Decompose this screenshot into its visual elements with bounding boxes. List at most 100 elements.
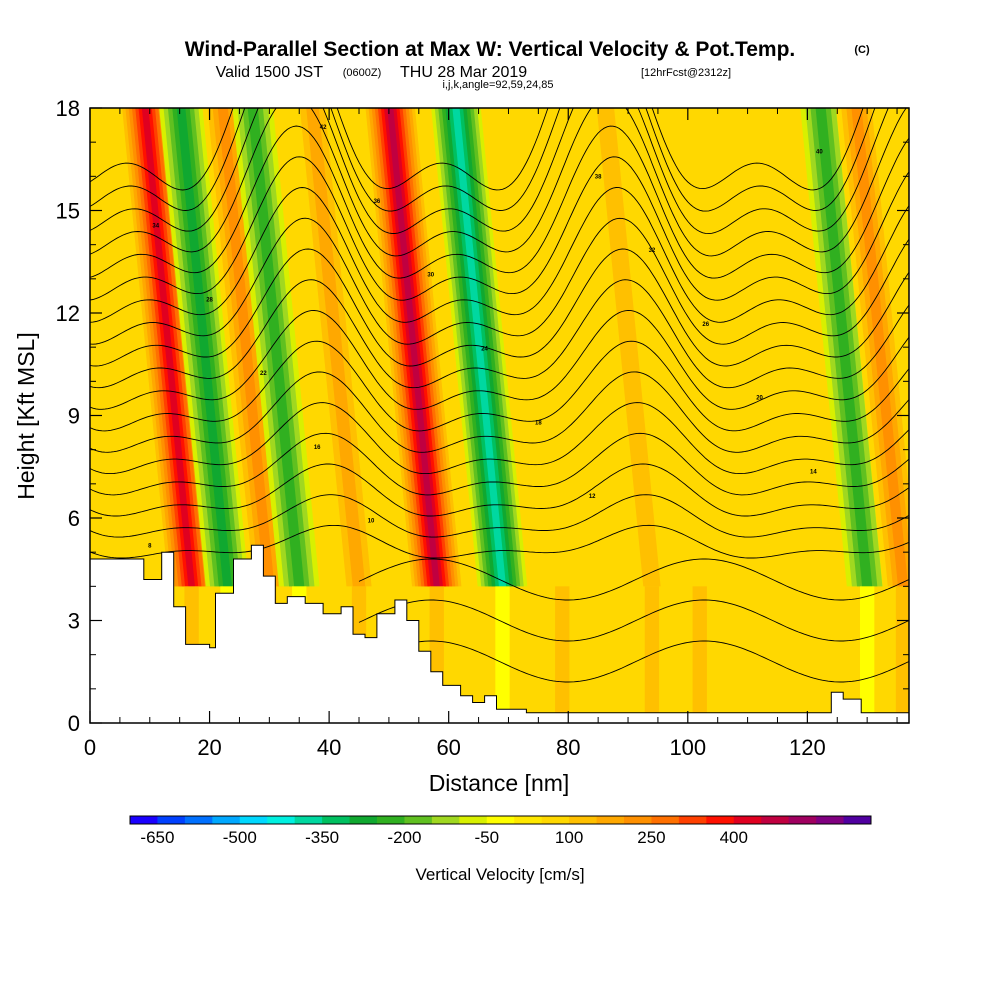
lower-isentrope-0: [358, 640, 909, 683]
y-tick-label: 3: [68, 609, 80, 634]
title-unit: (C): [854, 44, 870, 56]
x-tick-label: 20: [197, 735, 221, 760]
w-cell-1-level-5: [176, 108, 232, 587]
isentrope-label: 18: [535, 420, 542, 426]
isentrope-label: 14: [810, 470, 817, 476]
w-cell-6-level-7: [452, 108, 507, 587]
colorbar-swatch: [596, 816, 625, 824]
isentrope-2: [90, 463, 909, 517]
w-cell-4-level-3: [306, 108, 366, 587]
colorbar-swatch: [514, 816, 543, 824]
colorbar-label: Vertical Velocity [cm/s]: [415, 865, 584, 884]
isentrope-label: 42: [320, 125, 327, 131]
isentrope-8: [90, 279, 909, 389]
colorbar-swatch: [651, 816, 680, 824]
isentrope-label: 34: [152, 224, 159, 230]
isentrope-10: [90, 217, 909, 345]
isentrope-label: 20: [756, 396, 763, 402]
colorbar-swatch: [184, 816, 213, 824]
colorbar-tick-label: -200: [387, 828, 421, 847]
y-tick-label: 18: [56, 96, 80, 121]
chart-title: Wind-Parallel Section at Max W: Vertical…: [185, 38, 796, 61]
y-axis-label: Height [Kft MSL]: [13, 332, 39, 499]
x-tick-label: 120: [789, 735, 826, 760]
w-cell-9-lower: [692, 586, 707, 723]
colorbar-swatch: [404, 816, 433, 824]
isentrope-16: [90, 108, 876, 212]
isentrope-label: 12: [589, 494, 596, 500]
y-tick-label: 9: [68, 404, 80, 429]
colorbar-swatch: [212, 816, 241, 824]
forecast-label: [12hrFcst@2312z]: [641, 67, 731, 79]
isentrope-15: [90, 108, 889, 235]
y-tick-label: 0: [68, 711, 80, 736]
valid-prefix: Valid 1500 JST: [216, 64, 324, 81]
colorbar-swatch: [486, 816, 515, 824]
y-tick-label: 15: [56, 199, 80, 224]
isentrope-4: [90, 402, 909, 475]
isentrope-7: [90, 309, 909, 410]
colorbar-swatch: [624, 816, 652, 824]
y-tick-label: 6: [68, 506, 80, 531]
colorbar-tick-label: 400: [720, 828, 748, 847]
isentrope-label: 40: [816, 150, 823, 156]
x-tick-label: 40: [317, 735, 341, 760]
isentrope-label: 28: [206, 297, 213, 303]
isentrope-12: [90, 156, 909, 301]
colorbar-tick-label: -500: [223, 828, 257, 847]
w-cell-8-level-2: [596, 108, 661, 587]
w-cell-9-level-1: [637, 108, 716, 587]
isentrope-13: [90, 125, 909, 279]
colorbar-swatch: [733, 816, 762, 824]
colorbar-swatch: [267, 816, 296, 824]
lower-isentrope-2: [358, 558, 909, 601]
valid-zulu: (0600Z): [343, 67, 382, 79]
isentrope-label: 26: [702, 322, 709, 328]
colorbar-frame: [129, 815, 872, 825]
w-cell-10-lower: [859, 586, 875, 723]
colorbar-swatch: [678, 816, 707, 824]
colorbar-tick-label: -50: [474, 828, 499, 847]
isentrope-3: [90, 432, 909, 496]
isentrope-label: 10: [368, 519, 375, 525]
colorbar-swatch: [431, 816, 460, 824]
colorbar: -650 -500 -350 -200 -50 100 250 400: [129, 815, 872, 847]
colorbar-swatch: [788, 816, 817, 824]
colorbar-swatch: [816, 816, 845, 824]
colorbar-swatch: [541, 816, 570, 824]
colorbar-swatch: [130, 816, 158, 824]
isentrope-0: [90, 524, 909, 559]
isentrope-14: [90, 108, 907, 257]
isentrope-label: 8: [148, 543, 152, 549]
x-axis-label: Distance [nm]: [429, 770, 570, 796]
x-tick-label: 100: [669, 735, 706, 760]
w-cell-7-level-1: [499, 108, 579, 587]
lower-isentrope-1: [358, 599, 909, 642]
colorbar-tick-label: 250: [637, 828, 665, 847]
plot-area: 8 10 12 14 16 18 20 22 24 26 28 30 32 34 36 38 40 42: [90, 108, 909, 723]
potential-temperature-contours: 8 10 12 14 16 18 20 22 24 26 28 30 32 34 36 38 40 42: [90, 108, 909, 683]
colorbar-swatch: [239, 816, 268, 824]
x-tick-label: 0: [84, 735, 96, 760]
colorbar-swatch: [706, 816, 735, 824]
colorbar-swatch: [294, 816, 323, 824]
isentrope-label: 32: [649, 248, 656, 254]
isentrope-1: [90, 494, 909, 538]
isentrope-label: 30: [427, 273, 434, 279]
w-cell-5-level-9: [387, 108, 440, 587]
colorbar-swatch: [459, 816, 488, 824]
isentrope-9: [90, 248, 909, 367]
w-cell-8-lower: [644, 586, 660, 723]
colorbar-swatch: [157, 816, 186, 824]
isentrope-5: [90, 371, 909, 453]
isentrope-17: [90, 108, 864, 191]
colorbar-swatch: [349, 816, 378, 824]
indices-label: i,j,k,angle=92,59,24,85: [442, 79, 553, 91]
isentrope-6: [90, 340, 909, 432]
isentrope-11: [90, 187, 909, 323]
colorbar-swatch: [569, 816, 598, 824]
y-tick-label: 12: [56, 301, 80, 326]
w-cell-6-lower: [495, 586, 510, 723]
w-cell-7-lower: [555, 586, 570, 723]
